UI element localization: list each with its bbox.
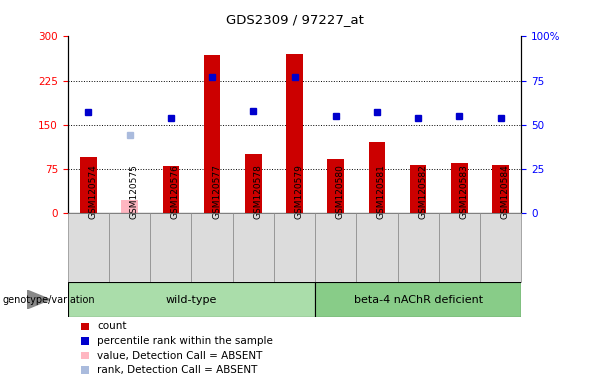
Bar	[398, 213, 439, 282]
Bar	[274, 213, 315, 282]
Bar	[315, 282, 521, 317]
Text: beta-4 nAChR deficient: beta-4 nAChR deficient	[353, 295, 483, 305]
Bar	[233, 213, 274, 282]
Text: GSM120576: GSM120576	[171, 164, 180, 218]
Text: GSM120575: GSM120575	[130, 164, 138, 218]
Bar	[109, 213, 150, 282]
Bar	[81, 337, 89, 345]
Bar	[68, 213, 109, 282]
Bar	[80, 157, 97, 213]
Bar	[204, 55, 220, 213]
Bar	[410, 165, 426, 213]
Text: genotype/variation: genotype/variation	[3, 295, 95, 305]
Bar	[81, 352, 89, 359]
Text: GSM120578: GSM120578	[253, 164, 262, 218]
Bar	[150, 213, 191, 282]
Bar	[68, 282, 315, 317]
Text: GSM120581: GSM120581	[377, 164, 386, 218]
Text: rank, Detection Call = ABSENT: rank, Detection Call = ABSENT	[97, 365, 257, 375]
Bar	[163, 166, 179, 213]
Bar	[451, 163, 468, 213]
Bar	[191, 213, 233, 282]
Text: GSM120582: GSM120582	[418, 164, 427, 218]
Text: percentile rank within the sample: percentile rank within the sample	[97, 336, 273, 346]
Bar	[286, 54, 303, 213]
Polygon shape	[27, 290, 50, 309]
Bar	[356, 213, 398, 282]
Bar	[245, 154, 262, 213]
Text: GSM120574: GSM120574	[88, 164, 97, 218]
Text: count: count	[97, 321, 127, 331]
Text: GSM120580: GSM120580	[336, 164, 345, 218]
Text: GDS2309 / 97227_at: GDS2309 / 97227_at	[226, 13, 363, 26]
Text: GSM120583: GSM120583	[459, 164, 468, 218]
Bar	[439, 213, 480, 282]
Bar	[480, 213, 521, 282]
Bar	[315, 213, 356, 282]
Bar	[327, 159, 344, 213]
Bar	[81, 366, 89, 374]
Bar	[492, 165, 509, 213]
Bar	[121, 200, 138, 213]
Bar	[369, 142, 385, 213]
Text: GSM120584: GSM120584	[501, 164, 509, 218]
Text: GSM120577: GSM120577	[212, 164, 221, 218]
Text: GSM120579: GSM120579	[294, 164, 303, 218]
Text: wild-type: wild-type	[166, 295, 217, 305]
Bar	[81, 323, 89, 330]
Text: value, Detection Call = ABSENT: value, Detection Call = ABSENT	[97, 351, 263, 361]
